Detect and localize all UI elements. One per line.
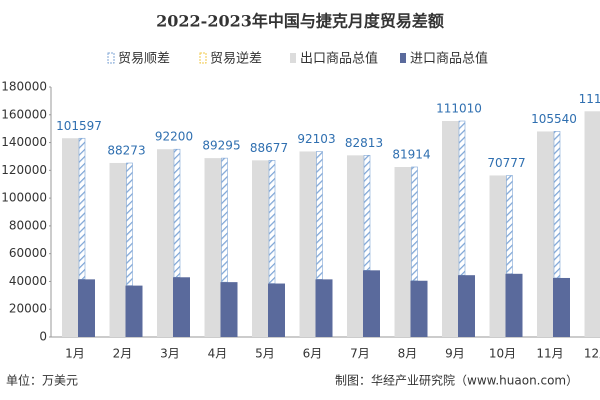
- export-bar: [204, 158, 222, 337]
- export-bar: [347, 155, 364, 337]
- surplus-bar: [316, 151, 323, 280]
- y-tick-label: 120000: [1, 163, 47, 177]
- legend-swatch: [290, 53, 296, 63]
- x-tick-label: 11月: [536, 347, 563, 361]
- y-tick-label: 20000: [9, 302, 47, 316]
- import-bar: [505, 273, 523, 337]
- legend-label: 贸易逆差: [210, 51, 262, 67]
- x-tick-label: 3月: [160, 347, 180, 361]
- x-tick-label: 10月: [489, 347, 516, 361]
- surplus-label: 88273: [107, 144, 145, 158]
- x-tick-label: 2月: [113, 347, 133, 361]
- surplus-label: 88677: [250, 141, 288, 155]
- import-bar: [553, 277, 570, 337]
- y-tick-label: 40000: [9, 274, 47, 288]
- y-tick-label: 140000: [1, 135, 47, 149]
- surplus-label: 111010: [436, 102, 482, 116]
- import-bar: [125, 285, 143, 337]
- chart-title: 2022-2023年中国与捷克月度贸易差额: [156, 12, 444, 31]
- import-bar: [78, 279, 95, 337]
- y-tick-label: 100000: [1, 191, 47, 205]
- surplus-label: 92200: [155, 130, 193, 144]
- surplus-bar: [363, 155, 371, 271]
- import-bar: [363, 270, 380, 337]
- export-bar: [157, 149, 174, 337]
- import-bar: [173, 277, 190, 337]
- import-bar: [410, 280, 428, 337]
- surplus-bar: [553, 131, 561, 279]
- export-bar: [109, 162, 127, 337]
- surplus-bar: [221, 157, 228, 283]
- surplus-bar: [268, 160, 276, 284]
- x-tick-label: 6月: [303, 347, 323, 361]
- x-tick-label: 1月: [65, 347, 85, 361]
- export-bar: [584, 111, 600, 337]
- export-bar: [442, 121, 459, 338]
- surplus-label: 89295: [202, 139, 240, 153]
- surplus-bar: [78, 137, 86, 280]
- source: 制图：华经产业研究院（www.huaon.com）: [335, 373, 578, 388]
- export-bar: [252, 160, 269, 337]
- surplus-label: 82813: [345, 136, 383, 150]
- surplus-bar: [458, 120, 466, 276]
- surplus-label: 105540: [531, 112, 577, 126]
- surplus-label: 101597: [56, 119, 102, 133]
- import-bar: [458, 275, 475, 337]
- export-bar: [537, 131, 554, 337]
- surplus-label: 111500: [579, 92, 600, 106]
- legend-swatch: [400, 53, 406, 63]
- surplus-bar: [173, 148, 181, 278]
- legend-swatch: [199, 52, 207, 64]
- export-bar: [62, 138, 79, 337]
- export-bar: [299, 151, 317, 337]
- import-bar: [220, 282, 238, 337]
- y-tick-label: 160000: [1, 107, 47, 121]
- x-tick-label: 9月: [445, 347, 465, 361]
- import-bar: [315, 279, 333, 337]
- x-tick-label: 12月: [584, 347, 600, 361]
- surplus-label: 81914: [392, 147, 430, 161]
- surplus-label: 70777: [487, 156, 525, 170]
- x-tick-label: 8月: [398, 347, 418, 361]
- export-bar: [394, 167, 412, 337]
- legend-label: 进口商品总值: [410, 51, 488, 67]
- legend-label: 贸易顺差: [118, 52, 170, 67]
- y-tick-label: 80000: [9, 218, 47, 232]
- unit-label: 单位：万美元: [6, 373, 78, 388]
- x-tick-label: 7月: [350, 347, 370, 361]
- surplus-bar: [126, 162, 133, 286]
- y-tick-label: 60000: [9, 246, 47, 260]
- legend-swatch: [107, 52, 115, 64]
- import-bar: [268, 283, 285, 337]
- y-tick-label: 180000: [1, 80, 47, 94]
- surplus-bar: [411, 166, 418, 282]
- y-tick-label: 0: [39, 330, 47, 344]
- x-tick-label: 4月: [208, 347, 228, 361]
- legend-label: 出口商品总值: [300, 51, 378, 67]
- surplus-label: 92103: [297, 132, 335, 146]
- x-tick-label: 5月: [255, 347, 275, 361]
- surplus-bar: [506, 175, 513, 275]
- export-bar: [489, 175, 507, 337]
